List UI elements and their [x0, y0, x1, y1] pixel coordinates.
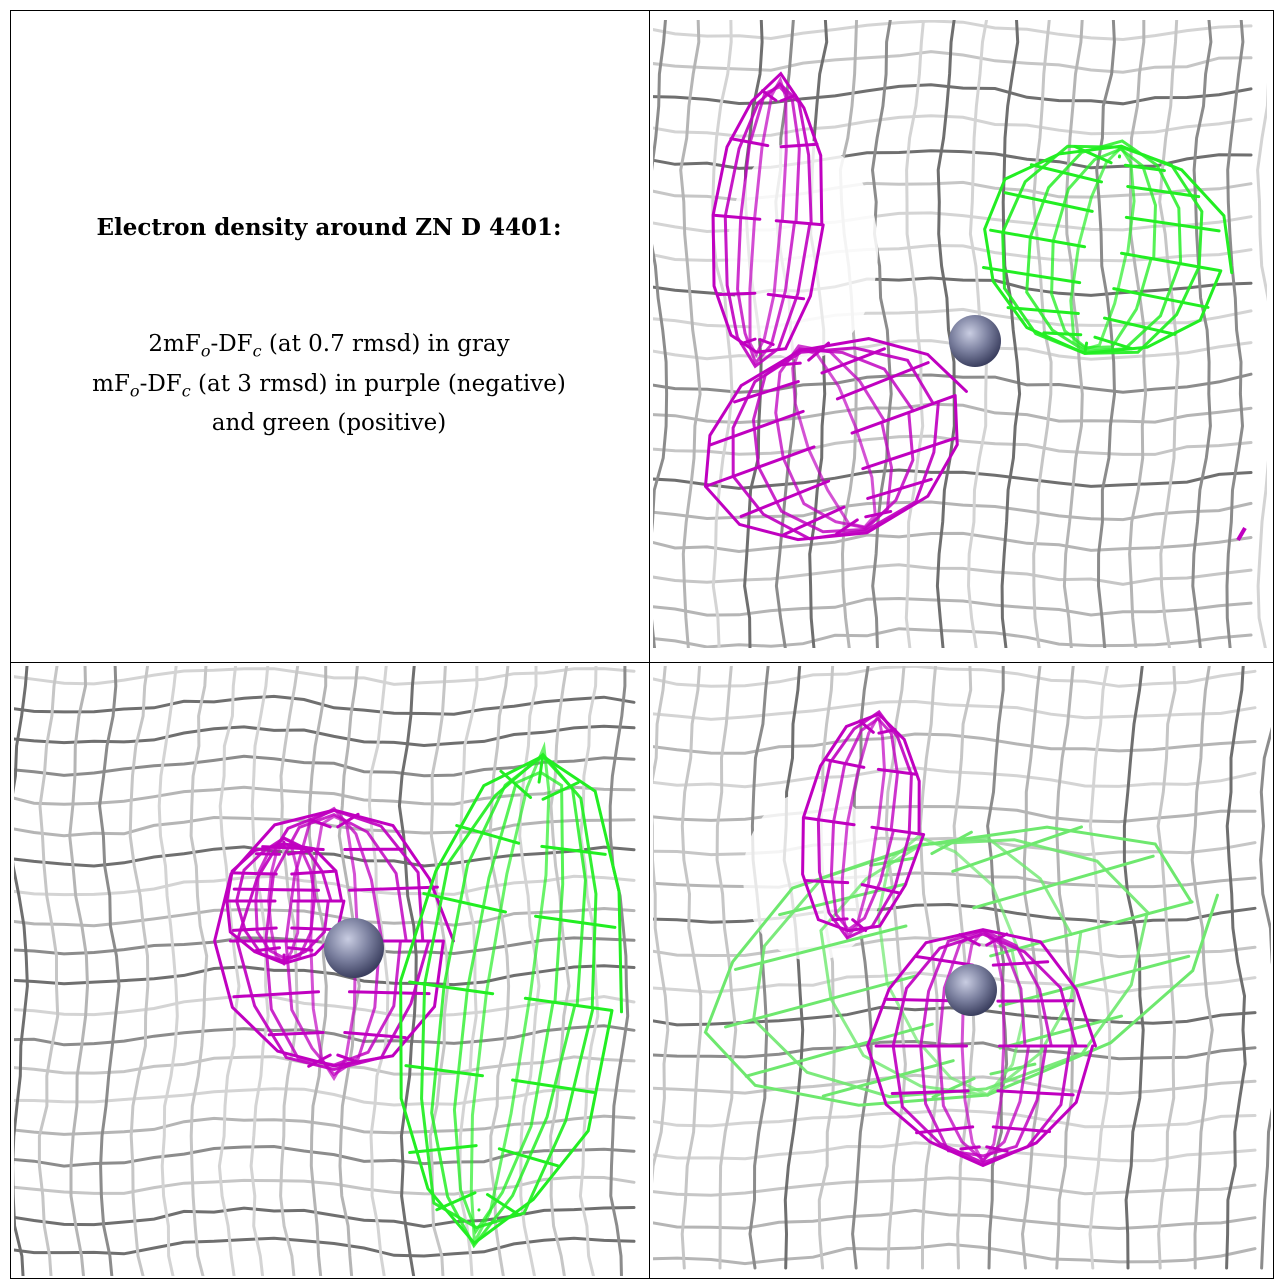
mesh-cavity — [728, 140, 878, 360]
zinc-atom-sphere — [324, 918, 384, 978]
density-view-bottom-left — [14, 666, 644, 1276]
table-top-rule — [10, 10, 1274, 11]
table-right-rule — [1273, 10, 1274, 1279]
density-mesh-render-2 — [14, 666, 636, 1276]
purple-fragment — [1236, 526, 1247, 542]
caption-description: 2mFo-DFc (at 0.7 rmsd) in gray mFo-DFc (… — [10, 328, 648, 439]
purple-negative-density — [223, 836, 346, 967]
purple-negative-density — [801, 709, 926, 940]
zinc-atom-sphere — [949, 315, 1001, 367]
caption-line-1: 2mFo-DFc (at 0.7 rmsd) in gray — [148, 331, 510, 361]
table-middle-rule — [10, 662, 1274, 663]
purple-negative-density — [711, 71, 825, 369]
zinc-atom-sphere — [945, 964, 997, 1016]
caption-line-3: and green (positive) — [211, 410, 447, 437]
green-positive-density — [981, 139, 1234, 355]
purple-negative-density — [866, 928, 1097, 1168]
table-left-rule — [10, 10, 11, 1279]
caption-title: Electron density around ZN D 4401: — [96, 214, 562, 241]
figure-table: Electron density around ZN D 4401: 2mFo-… — [10, 10, 1274, 1279]
density-view-top-right — [653, 20, 1267, 648]
purple-negative-density — [213, 806, 455, 1082]
mesh-cavity — [743, 791, 883, 961]
density-mesh-render-3 — [653, 666, 1271, 1270]
caption-cell: Electron density around ZN D 4401: 2mFo-… — [10, 10, 648, 661]
gray-density-mesh — [653, 666, 1271, 1270]
density-mesh-render-1 — [653, 20, 1267, 648]
gray-density-mesh — [653, 20, 1267, 648]
table-center-rule — [649, 10, 650, 1279]
green-positive-density — [399, 741, 623, 1249]
purple-negative-density — [703, 337, 968, 542]
caption-line-2: mFo-DFc (at 3 rmsd) in purple (negative) — [92, 370, 566, 401]
density-view-bottom-right — [653, 666, 1271, 1276]
green-positive-density — [703, 825, 1219, 1107]
